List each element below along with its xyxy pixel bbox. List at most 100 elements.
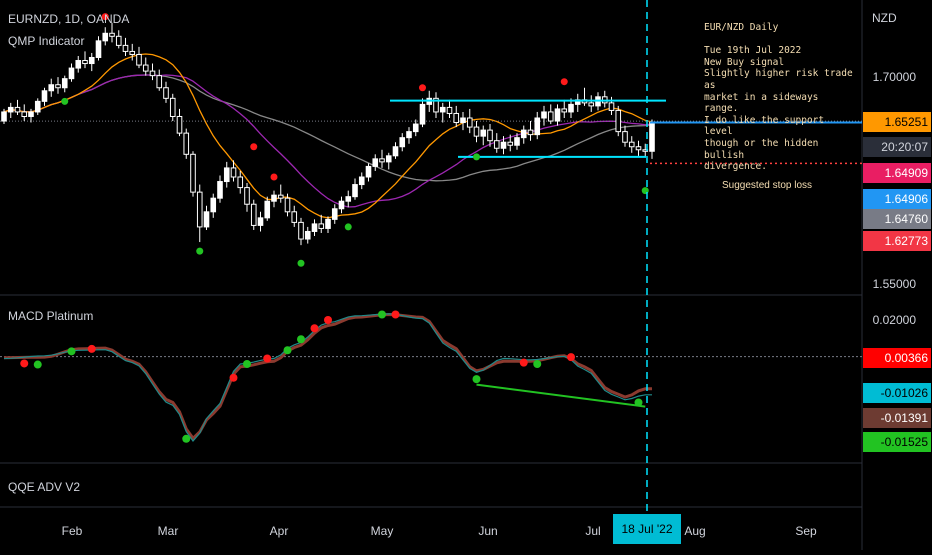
macd-sell-marker — [324, 316, 332, 324]
candle-up — [210, 197, 217, 213]
qmp-indicator-label[interactable]: QMP Indicator — [8, 34, 85, 48]
month-label: Jul — [585, 524, 601, 538]
month-label: Aug — [684, 524, 706, 538]
candle-up — [34, 100, 41, 113]
note-line: Slightly higher risk trade as — [704, 68, 859, 91]
candle-down — [176, 115, 183, 134]
candle-down — [55, 84, 61, 89]
macd-scale-badge: -0.01525 — [863, 432, 931, 452]
month-label: Jun — [478, 524, 498, 538]
note-line: I do like the support level — [704, 114, 830, 138]
macd-indicator-label[interactable]: MACD Platinum — [8, 309, 94, 323]
candle-up — [541, 111, 547, 119]
macd-buy-marker — [297, 335, 305, 344]
macd-sell-marker — [229, 373, 238, 382]
candle-down — [466, 117, 473, 128]
candle-up — [95, 40, 102, 58]
candle-down — [318, 223, 325, 229]
candle-up — [385, 155, 392, 163]
qqe-indicator-label[interactable]: QQE ADV V2 — [8, 480, 81, 494]
candle-down — [183, 132, 190, 155]
candle-up — [514, 137, 520, 146]
ma-orange-line — [3, 53, 653, 219]
month-label: Apr — [269, 524, 289, 538]
macd-scale-badge: -0.01026 — [863, 383, 931, 403]
price-scale-badge: 1.62773 — [863, 231, 931, 251]
note-line: Tue 19th Jul 2022 — [704, 45, 802, 57]
price-scale-badge: 20:20:07 — [863, 137, 931, 157]
candle-up — [338, 200, 345, 210]
candle-up — [271, 194, 277, 202]
macd-sell-marker — [20, 359, 29, 368]
candle-down — [169, 97, 176, 117]
candle-down — [21, 111, 28, 117]
candle-up — [203, 211, 210, 228]
candle-up — [419, 103, 426, 125]
macd-buy-marker — [634, 398, 643, 407]
candle-down — [115, 35, 122, 46]
macd-sell-marker — [391, 310, 400, 319]
macd-tick-label: 0.02000 — [872, 313, 916, 327]
candle-down — [190, 153, 196, 193]
candle-up — [399, 137, 406, 148]
buy-signal-marker — [473, 153, 480, 161]
candle-down — [291, 211, 298, 223]
candle-down — [129, 50, 136, 55]
month-label: Sep — [795, 524, 817, 538]
macd-scale-badge: 0.00366 — [863, 348, 931, 368]
candle-up — [68, 67, 75, 80]
stop-loss-label: Suggested stop loss — [722, 180, 813, 191]
macd-buy-marker — [33, 360, 42, 369]
candle-down — [473, 126, 480, 137]
macd-sell-marker — [310, 324, 319, 333]
candle-down — [196, 191, 203, 228]
sell-signal-marker — [560, 78, 568, 86]
candle-down — [527, 129, 534, 136]
macd-sell-marker — [519, 358, 528, 367]
candle-down — [453, 112, 460, 124]
candle-up — [325, 218, 331, 229]
candle-down — [487, 129, 493, 142]
note-line — [704, 34, 854, 46]
candle-up — [406, 131, 412, 139]
candle-down — [149, 70, 156, 77]
divergence-line — [476, 383, 646, 408]
candle-down — [142, 64, 149, 72]
note-line: market in a sideways range. — [704, 91, 825, 115]
candle-down — [122, 44, 129, 52]
candle-up — [649, 121, 655, 152]
candle-down — [507, 141, 514, 146]
month-label: May — [370, 524, 394, 538]
candle-down — [163, 87, 169, 99]
note-line: EUR/NZD Daily — [704, 22, 779, 33]
candle-up — [217, 181, 223, 199]
candle-up — [331, 208, 338, 220]
candle-up — [345, 196, 352, 202]
price-tick-label: 1.70000 — [872, 70, 916, 84]
candle-down — [136, 53, 142, 66]
symbol-title[interactable]: EURNZD, 1D, OANDA — [8, 12, 130, 26]
ma-gray-line — [3, 74, 653, 182]
candle-down — [237, 176, 244, 189]
candle-down — [615, 109, 622, 133]
candle-up — [520, 129, 527, 139]
candle-down — [561, 108, 568, 113]
price-scale-badge: 1.65251 — [863, 112, 931, 132]
candle-up — [365, 165, 372, 178]
macd-signal-line — [3, 312, 653, 441]
candle-up — [1, 111, 7, 122]
candle-up — [392, 146, 399, 157]
candle-up — [75, 60, 82, 69]
candle-up — [223, 167, 230, 183]
macd-line — [3, 313, 652, 442]
buy-signal-marker — [297, 259, 305, 267]
price-tick-label: 1.55000 — [872, 277, 916, 291]
sell-signal-marker — [419, 84, 426, 92]
candle-down — [82, 60, 88, 65]
candle-down — [156, 75, 163, 89]
candle-up — [41, 90, 48, 102]
candle-up — [500, 141, 507, 149]
candle-down — [277, 194, 284, 199]
